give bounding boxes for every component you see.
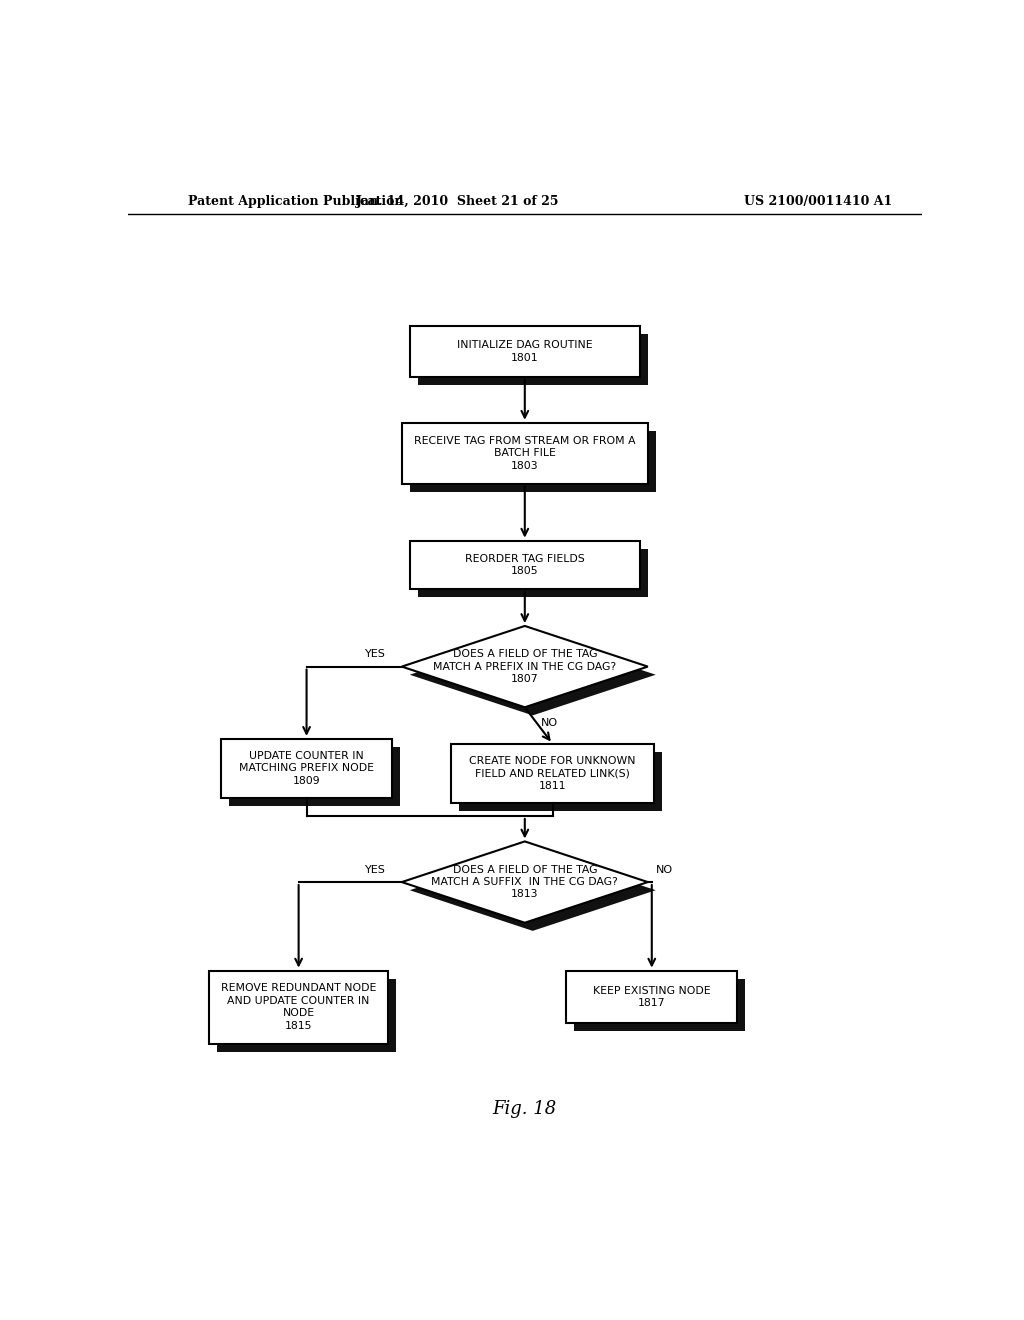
Bar bbox=[410, 541, 640, 589]
Text: REMOVE REDUNDANT NODE
AND UPDATE COUNTER IN
NODE
1815: REMOVE REDUNDANT NODE AND UPDATE COUNTER… bbox=[221, 983, 376, 1031]
Polygon shape bbox=[401, 626, 648, 708]
Text: RECEIVE TAG FROM STREAM OR FROM A
BATCH FILE
1803: RECEIVE TAG FROM STREAM OR FROM A BATCH … bbox=[414, 436, 636, 470]
Text: DOES A FIELD OF THE TAG
MATCH A SUFFIX  IN THE CG DAG?
1813: DOES A FIELD OF THE TAG MATCH A SUFFIX I… bbox=[431, 865, 618, 899]
Bar bbox=[217, 978, 396, 1052]
Bar bbox=[574, 978, 745, 1031]
Text: US 2100/0011410 A1: US 2100/0011410 A1 bbox=[744, 194, 893, 207]
Text: NO: NO bbox=[655, 865, 673, 875]
Polygon shape bbox=[410, 634, 655, 715]
Text: Fig. 18: Fig. 18 bbox=[493, 1100, 557, 1118]
Bar bbox=[221, 739, 392, 797]
Text: NO: NO bbox=[541, 718, 558, 727]
Text: Jan. 14, 2010  Sheet 21 of 25: Jan. 14, 2010 Sheet 21 of 25 bbox=[355, 194, 559, 207]
Polygon shape bbox=[401, 841, 648, 923]
Bar bbox=[401, 422, 648, 483]
Text: YES: YES bbox=[365, 865, 386, 875]
Polygon shape bbox=[410, 850, 655, 931]
Text: KEEP EXISTING NODE
1817: KEEP EXISTING NODE 1817 bbox=[593, 986, 711, 1008]
Text: CREATE NODE FOR UNKNOWN
FIELD AND RELATED LINK(S)
1811: CREATE NODE FOR UNKNOWN FIELD AND RELATE… bbox=[469, 756, 636, 791]
Text: UPDATE COUNTER IN
MATCHING PREFIX NODE
1809: UPDATE COUNTER IN MATCHING PREFIX NODE 1… bbox=[239, 751, 374, 785]
Text: YES: YES bbox=[365, 649, 386, 660]
Bar bbox=[410, 326, 640, 378]
Bar bbox=[418, 334, 648, 385]
Text: INITIALIZE DAG ROUTINE
1801: INITIALIZE DAG ROUTINE 1801 bbox=[457, 341, 593, 363]
Text: Patent Application Publication: Patent Application Publication bbox=[187, 194, 403, 207]
Bar bbox=[229, 747, 399, 805]
Bar bbox=[460, 752, 662, 810]
Bar bbox=[209, 970, 388, 1044]
Bar bbox=[566, 970, 737, 1023]
Bar bbox=[418, 549, 648, 598]
Bar bbox=[452, 744, 653, 803]
Text: DOES A FIELD OF THE TAG
MATCH A PREFIX IN THE CG DAG?
1807: DOES A FIELD OF THE TAG MATCH A PREFIX I… bbox=[433, 649, 616, 684]
Bar bbox=[410, 430, 655, 492]
Text: REORDER TAG FIELDS
1805: REORDER TAG FIELDS 1805 bbox=[465, 554, 585, 576]
